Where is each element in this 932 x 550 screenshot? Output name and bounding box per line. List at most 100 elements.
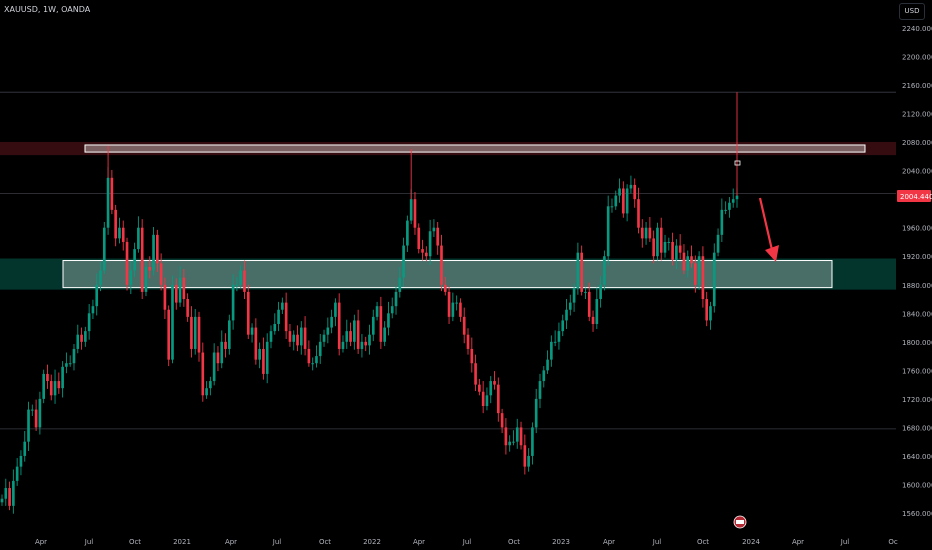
candle-body xyxy=(262,348,265,374)
candle-body xyxy=(30,409,34,411)
candle-body xyxy=(125,241,129,285)
candle-body xyxy=(474,363,477,385)
candle-body xyxy=(284,302,288,332)
candle-body xyxy=(648,227,652,239)
candle-body xyxy=(114,209,117,239)
candle-body xyxy=(49,381,53,396)
candle-body xyxy=(307,348,311,364)
candle-body xyxy=(258,348,261,360)
candle-body xyxy=(686,256,690,271)
candle-body xyxy=(61,366,64,389)
candle-body xyxy=(462,316,466,335)
candle-body xyxy=(182,277,186,300)
candle-body xyxy=(235,284,239,286)
candle-body xyxy=(731,199,735,203)
time-tick-label: Jul xyxy=(840,538,850,546)
last-price-label: 2004.440 xyxy=(900,193,932,201)
candle-body xyxy=(572,288,576,303)
candle-body xyxy=(349,331,352,342)
candle-body xyxy=(23,441,27,456)
candle-body xyxy=(212,352,216,382)
time-tick-label: 2024 xyxy=(742,538,760,546)
time-tick-label: Oct xyxy=(129,538,141,546)
candle-body xyxy=(118,227,121,239)
candle-body xyxy=(288,331,292,342)
candle-body xyxy=(80,334,83,342)
candle-body xyxy=(652,238,655,257)
candle-body xyxy=(330,316,333,328)
candle-body xyxy=(205,388,208,396)
candle-body xyxy=(440,245,443,285)
candle-body xyxy=(542,370,546,382)
candle-body xyxy=(87,313,91,332)
candle-body xyxy=(720,209,724,235)
candle-body xyxy=(322,334,326,342)
currency-button[interactable]: USD xyxy=(899,3,925,20)
candle-body xyxy=(34,409,38,428)
candle-body xyxy=(606,206,610,257)
candle-body xyxy=(99,270,102,285)
candle-body xyxy=(209,381,212,389)
price-tick-label: 1760.000 xyxy=(902,367,932,375)
candle-body xyxy=(656,227,659,257)
candle-body xyxy=(671,241,674,260)
candle-body xyxy=(296,334,299,346)
candle-body xyxy=(561,320,565,332)
candle-body xyxy=(394,291,398,307)
candle-body xyxy=(106,177,110,228)
candle-body xyxy=(398,277,402,292)
price-tick-label: 2240.000 xyxy=(902,25,932,33)
time-tick-label: Jul xyxy=(652,538,662,546)
candle-body xyxy=(193,316,197,349)
candle-body xyxy=(15,466,19,481)
time-tick-label: Apr xyxy=(413,538,425,546)
candle-body xyxy=(254,327,258,360)
candle-body xyxy=(735,195,739,200)
candle-body xyxy=(712,252,716,307)
candle-body xyxy=(527,455,530,467)
candle-body xyxy=(12,480,15,506)
candle-body xyxy=(53,381,57,396)
price-tick-label: 1640.000 xyxy=(902,453,932,461)
resistance-zone xyxy=(84,144,866,153)
candle-body xyxy=(451,302,455,317)
time-tick-label: 2022 xyxy=(363,538,381,546)
candle-body xyxy=(425,252,428,257)
time-tick-label: Oct xyxy=(319,538,331,546)
candle-body xyxy=(42,373,46,399)
candle-body xyxy=(246,291,250,335)
price-tick-label: 2120.000 xyxy=(902,111,932,119)
candle-body xyxy=(8,488,11,506)
candle-body xyxy=(443,284,447,292)
candle-body xyxy=(110,177,114,210)
price-tick-label: 1800.000 xyxy=(902,339,932,347)
candle-body xyxy=(504,427,508,446)
candle-body xyxy=(360,341,364,349)
candle-body xyxy=(709,306,712,321)
candle-body xyxy=(603,256,606,285)
candle-body xyxy=(46,373,49,382)
candle-body xyxy=(690,256,693,264)
support-zone xyxy=(62,260,833,289)
candle-body xyxy=(489,381,493,396)
time-tick-label: 2023 xyxy=(552,538,570,546)
candle-body xyxy=(705,299,709,321)
candle-body xyxy=(550,341,553,360)
candle-body xyxy=(190,316,193,349)
time-tick-label: Oct xyxy=(508,538,520,546)
price-tick-label: 2080.000 xyxy=(902,139,932,147)
candle-body xyxy=(84,331,87,342)
candle-body xyxy=(553,341,557,343)
candle-body xyxy=(19,455,23,467)
candle-body xyxy=(156,234,159,264)
candle-body xyxy=(493,381,496,385)
candle-body xyxy=(174,284,178,303)
candle-body xyxy=(640,227,644,239)
candle-body xyxy=(311,363,314,365)
time-tick-label: Jul xyxy=(272,538,282,546)
candle-body xyxy=(152,234,155,271)
candle-body xyxy=(633,184,637,200)
candle-body xyxy=(599,284,602,300)
